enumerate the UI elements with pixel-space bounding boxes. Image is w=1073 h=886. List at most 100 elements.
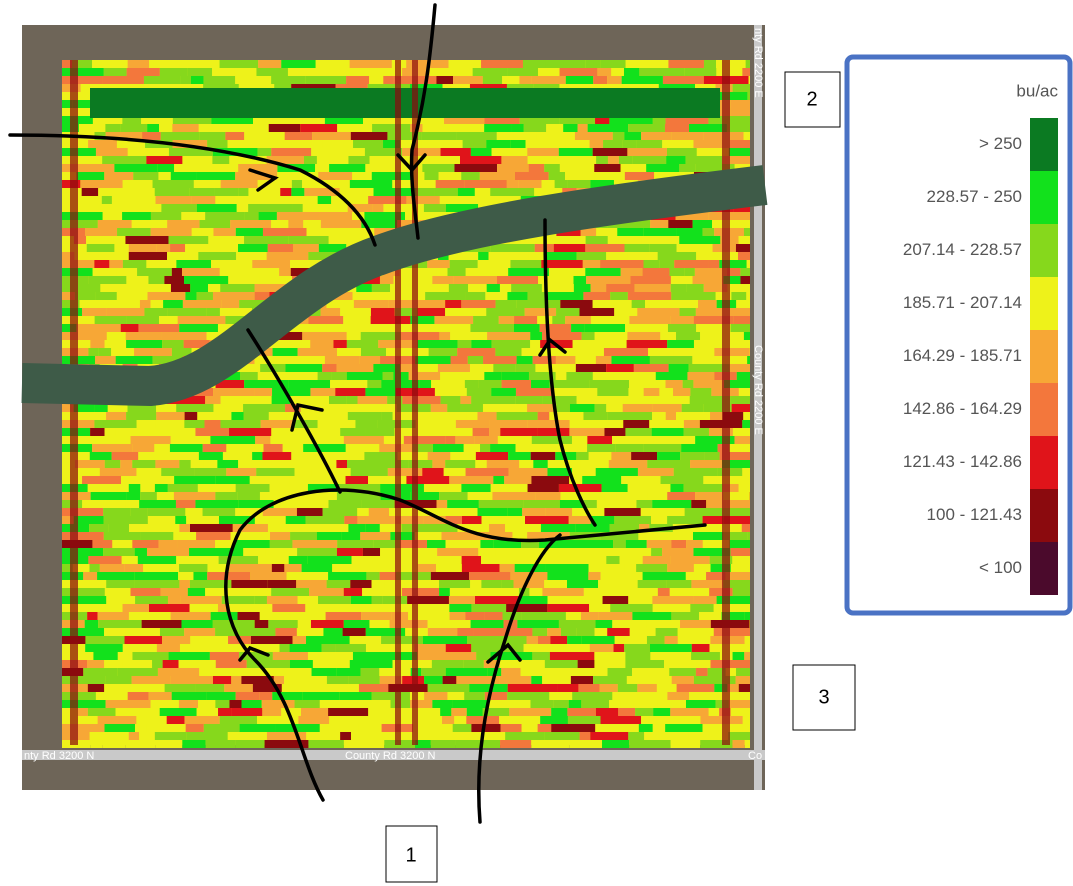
- yield-cell: [570, 420, 597, 428]
- yield-cell: [447, 404, 483, 412]
- yield-cell: [662, 140, 693, 148]
- yield-cell: [499, 716, 540, 724]
- yield-cell: [259, 196, 286, 204]
- yield-cell: [716, 60, 746, 68]
- yield-cell: [133, 172, 158, 180]
- yield-cell: [62, 588, 105, 596]
- yield-cell: [422, 124, 455, 132]
- yield-cell: [248, 204, 292, 212]
- yield-cell: [159, 316, 178, 324]
- yield-cell: [420, 380, 431, 388]
- yield-cell: [233, 540, 269, 548]
- yield-cell: [85, 644, 123, 652]
- yield-cell: [590, 644, 614, 652]
- yield-cell: [350, 580, 371, 588]
- yield-cell: [457, 628, 473, 636]
- yield-cell: [226, 668, 244, 676]
- yield-cell: [593, 76, 607, 84]
- yield-cell: [340, 188, 374, 196]
- yield-cell: [658, 588, 670, 596]
- yield-cell: [501, 724, 522, 732]
- yield-cell: [166, 700, 179, 708]
- yield-cell: [730, 396, 750, 404]
- yield-cell: [402, 396, 440, 404]
- yield-cell: [62, 596, 106, 604]
- yield-cell: [479, 380, 502, 388]
- yield-cell: [552, 316, 565, 324]
- yield-cell: [595, 724, 612, 732]
- yield-cell: [156, 404, 176, 412]
- yield-cell: [339, 180, 350, 188]
- yield-cell: [304, 156, 317, 164]
- yield-cell: [95, 316, 126, 324]
- yield-cell: [454, 716, 466, 724]
- yield-cell: [666, 156, 686, 164]
- yield-cell: [554, 244, 586, 252]
- yield-cell: [238, 628, 275, 636]
- yield-cell: [302, 140, 323, 148]
- yield-cell: [156, 420, 184, 428]
- yield-cell: [241, 700, 261, 708]
- yield-cell: [350, 660, 393, 668]
- yield-cell: [381, 412, 393, 420]
- yield-cell: [269, 412, 287, 420]
- road-label: nty Rd 2200 E: [752, 28, 764, 98]
- yield-cell: [88, 140, 117, 148]
- yield-cell: [570, 740, 602, 748]
- yield-cell: [734, 316, 750, 324]
- yield-cell: [425, 292, 465, 300]
- yield-cell: [671, 612, 699, 620]
- yield-cell: [174, 492, 215, 500]
- yield-cell: [500, 564, 515, 572]
- yield-cell: [589, 452, 612, 460]
- yield-cell: [176, 556, 218, 564]
- yield-cell: [435, 156, 460, 164]
- yield-cell: [185, 292, 196, 300]
- legend-swatch: [1030, 436, 1058, 489]
- yield-cell: [103, 508, 130, 516]
- yield-cell: [92, 444, 132, 452]
- yield-cell: [571, 324, 585, 332]
- yield-cell: [431, 740, 456, 748]
- yield-cell: [650, 356, 692, 364]
- yield-cell: [109, 260, 123, 268]
- yield-cell: [647, 540, 672, 548]
- yield-cell: [291, 356, 325, 364]
- yield-cell: [210, 652, 239, 660]
- yield-cell: [625, 660, 664, 668]
- yield-cell: [466, 412, 477, 420]
- yield-cell: [96, 148, 128, 156]
- yield-cell: [329, 500, 362, 508]
- yield-cell: [311, 620, 344, 628]
- yield-cell: [531, 76, 566, 84]
- yield-cell: [665, 724, 702, 732]
- yield-cell: [318, 172, 352, 180]
- yield-cell: [78, 708, 88, 716]
- yield-cell: [206, 740, 236, 748]
- yield-cell: [449, 60, 482, 68]
- yield-cell: [652, 412, 666, 420]
- yield-cell: [390, 284, 414, 292]
- yield-cell: [306, 732, 340, 740]
- legend-label: 100 - 121.43: [927, 505, 1022, 524]
- yield-cell: [696, 252, 738, 260]
- yield-cell: [340, 732, 351, 740]
- yield-cell: [611, 68, 624, 76]
- yield-cell: [263, 444, 282, 452]
- yield-cell: [386, 348, 429, 356]
- yield-cell: [142, 132, 161, 140]
- yield-cell: [734, 436, 750, 444]
- yield-cell: [207, 140, 227, 148]
- yield-cell: [690, 460, 722, 468]
- yield-cell: [481, 580, 501, 588]
- yield-cell: [134, 572, 178, 580]
- yield-cell: [117, 292, 148, 300]
- yield-cell: [293, 636, 306, 644]
- yield-cell: [559, 484, 602, 492]
- yield-cell: [733, 588, 750, 596]
- yield-cell: [270, 484, 308, 492]
- yield-cell: [573, 340, 609, 348]
- yield-cell: [244, 668, 277, 676]
- yield-cell: [158, 172, 170, 180]
- yield-cell: [220, 268, 262, 276]
